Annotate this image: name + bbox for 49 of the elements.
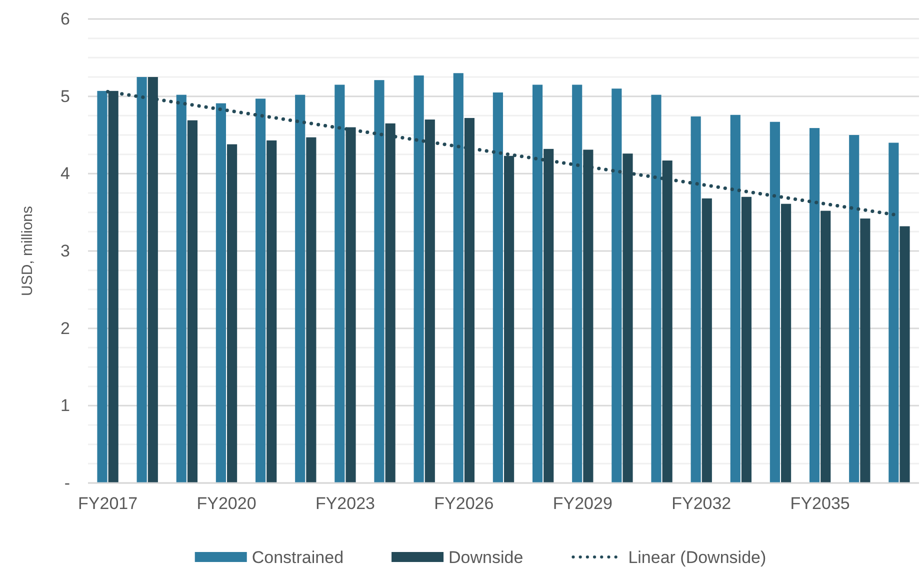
bar [572,84,582,483]
legend-label: Downside [448,548,524,567]
bar [900,226,910,483]
bar [860,218,870,483]
x-tick-label: FY2017 [78,494,138,514]
bar [820,210,831,483]
bar [136,77,147,483]
legend-label: Linear (Downside) [628,548,766,567]
bar [702,198,712,483]
y-tick-label: 1 [60,396,70,416]
x-tick-label: FY2035 [790,494,850,514]
y-tick-label: 5 [60,86,70,106]
bar [781,204,792,483]
bar [849,135,860,483]
bar [176,94,186,483]
legend-label: Constrained [252,548,344,567]
bar [306,137,316,483]
bar [266,140,277,483]
bar [334,84,345,483]
bar [612,88,622,483]
bar [216,103,226,483]
bar [651,94,662,483]
bar [809,128,820,483]
bar [97,90,108,483]
y-tick-label: 6 [60,9,70,28]
y-tick-label: - [64,473,70,492]
x-tick-label: FY2023 [315,494,375,514]
bar [227,144,238,483]
x-tick-label: FY2026 [434,494,494,514]
bar [730,114,740,483]
y-tick-label: 2 [60,318,70,338]
bar [374,80,384,483]
y-tick-label: 3 [60,241,70,260]
bar [414,75,424,483]
bar [492,92,503,483]
bar [295,94,306,483]
bar [741,196,752,483]
bar [690,116,701,483]
x-tick-label: FY2020 [196,494,256,514]
bar [532,84,543,483]
bar [453,73,464,483]
y-tick-label: 4 [60,164,70,184]
y-axis-title: USD, millions [19,206,36,296]
x-tick-label: FY2032 [672,494,732,514]
bar [888,142,899,483]
bar [770,122,780,483]
bar [187,120,198,483]
x-tick-label: FY2029 [552,494,612,514]
bar [255,98,266,483]
